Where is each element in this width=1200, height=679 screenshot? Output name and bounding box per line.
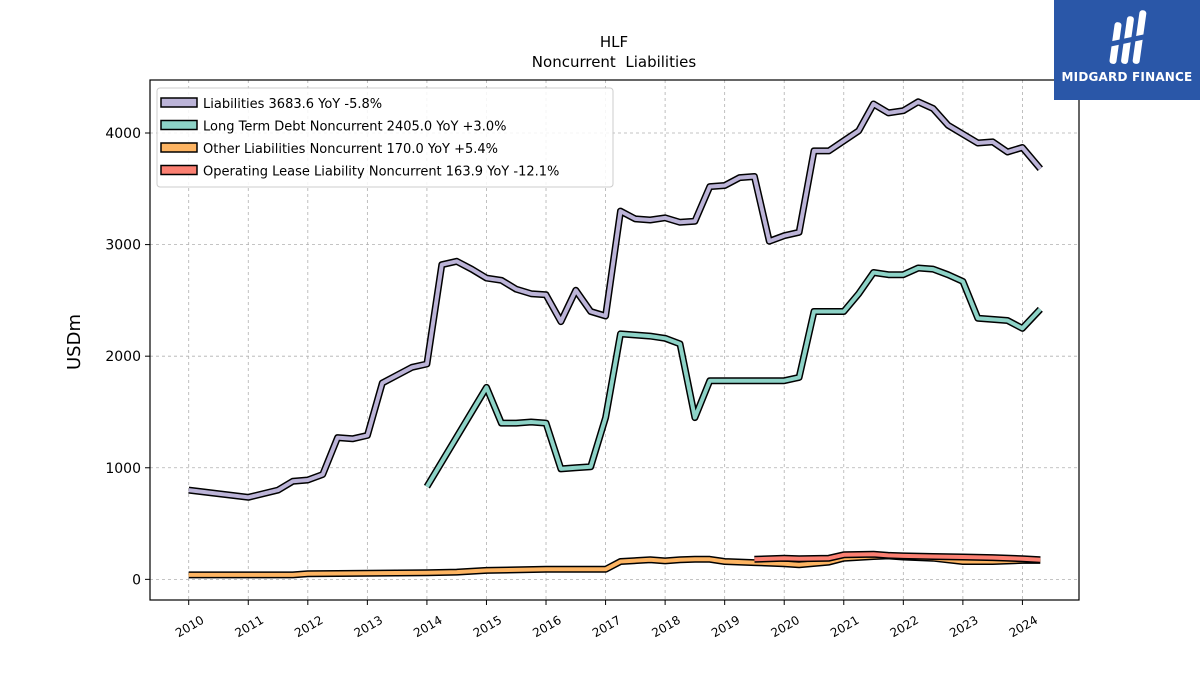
x-tick-label: 2021: [828, 613, 861, 640]
x-tick-label: 2023: [947, 613, 980, 640]
legend-label: Liabilities 3683.6 YoY -5.8%: [203, 97, 382, 112]
x-tick-label: 2010: [173, 613, 206, 640]
chart-title: Noncurrent Liabilities: [532, 53, 697, 71]
brand-logo: MIDGARD FINANCE: [1054, 0, 1200, 100]
x-tick-label: 2016: [530, 613, 563, 640]
y-tick-label: 2000: [105, 349, 141, 365]
logo-mark-icon: [1107, 10, 1147, 64]
y-tick-label: 1000: [105, 461, 141, 477]
series-line-outline: [423, 264, 1043, 489]
plot-frame: [149, 79, 1080, 601]
legend-swatch: [160, 142, 198, 153]
x-tick-label: 2014: [411, 613, 444, 640]
x-tick-label: 2015: [471, 613, 504, 640]
x-tick-label: 2017: [590, 613, 623, 640]
ticks: 0 1000 2000 3000 4000 2010 2011 2012 2013 2014 201…: [105, 126, 1040, 640]
x-tick-label: 2018: [649, 613, 682, 640]
y-tick-label: 4000: [105, 126, 141, 142]
y-tick-label: 3000: [105, 238, 141, 254]
legend-swatch: [160, 119, 198, 131]
legend-swatch: [160, 97, 198, 108]
x-tick-label: 2011: [233, 613, 266, 640]
x-tick-label: 2012: [292, 613, 325, 640]
y-axis-label: USDm: [64, 314, 85, 370]
x-tick-label: 2022: [888, 613, 921, 640]
series-line: [188, 99, 1042, 500]
legend-swatch: [160, 164, 198, 176]
x-tick-label: 2013: [352, 613, 385, 640]
x-tick-label: 2020: [768, 613, 801, 640]
legend-label: Other Liabilities Noncurrent 170.0 YoY +…: [203, 142, 498, 157]
chart-ticker: HLF: [600, 33, 628, 51]
x-tick-label: 2024: [1007, 613, 1040, 640]
logo-text: MIDGARD FINANCE: [1061, 70, 1193, 84]
series-liabilities: [188, 98, 1043, 501]
series-operating-lease-liability-noncurrent: [754, 550, 1041, 564]
y-tick-label: 0: [132, 572, 141, 588]
series-long-term-debt-noncurrent: [423, 264, 1043, 489]
series-layer: [188, 98, 1043, 579]
legend: Liabilities 3683.6 YoY -5.8% Long Term De…: [156, 87, 614, 188]
series-line: [425, 266, 1042, 488]
series-line: [754, 552, 1041, 562]
legend-label: Long Term Debt Noncurrent 2405.0 YoY +3.…: [203, 120, 506, 135]
legend-label: Operating Lease Liability Noncurrent 163…: [203, 165, 559, 180]
x-tick-label: 2019: [709, 613, 742, 640]
legend-box: [156, 87, 614, 188]
